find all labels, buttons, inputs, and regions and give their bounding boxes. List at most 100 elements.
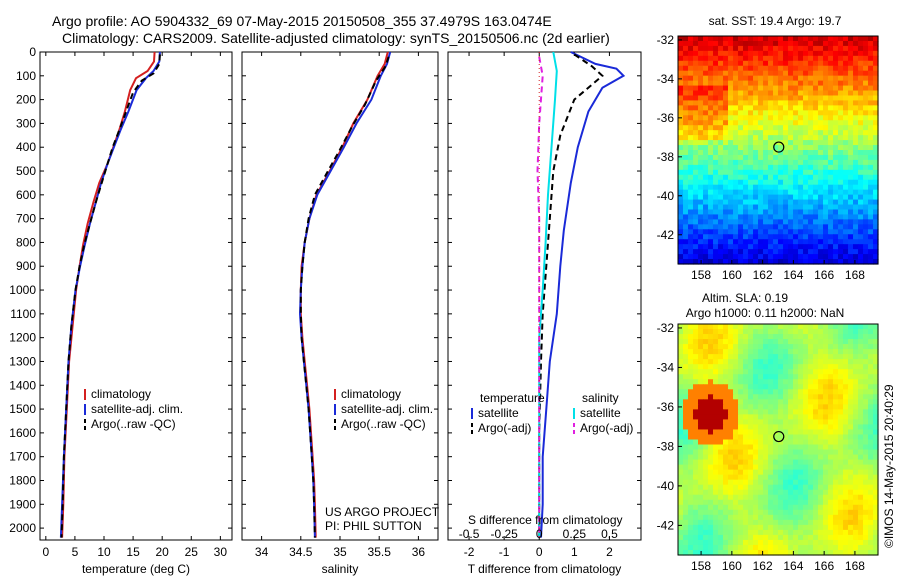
heatmap-cell <box>693 254 699 260</box>
heatmap-cell <box>718 234 724 240</box>
heatmap-cell <box>738 479 744 486</box>
heatmap-cell <box>743 199 749 206</box>
heatmap-cell <box>688 224 694 230</box>
heatmap-cell <box>758 519 764 526</box>
heatmap-cell <box>833 145 839 151</box>
heatmap-cell <box>698 209 704 216</box>
heatmap-cell <box>858 65 864 72</box>
heatmap-cell <box>733 409 739 415</box>
heatmap-cell <box>713 549 719 556</box>
heatmap-cell <box>853 145 859 151</box>
heatmap-cell <box>698 90 704 97</box>
heatmap-cell <box>813 459 819 466</box>
heatmap-cell <box>743 344 749 350</box>
heatmap-cell <box>843 499 849 506</box>
heatmap-cell <box>713 189 719 196</box>
heatmap-cell <box>713 454 719 461</box>
heatmap-cell <box>823 334 829 340</box>
heatmap-cell <box>743 544 749 551</box>
heatmap-cell <box>763 384 769 390</box>
heatmap-cell <box>703 244 709 250</box>
heatmap-cell <box>853 229 859 235</box>
heatmap-cell <box>873 359 879 365</box>
heatmap-cell <box>838 50 844 57</box>
heatmap-cell <box>738 219 744 225</box>
heatmap-cell <box>713 514 719 521</box>
heatmap-cell <box>703 524 709 531</box>
heatmap-cell <box>788 125 794 131</box>
heatmap-cell <box>703 349 709 355</box>
heatmap-cell <box>843 359 849 365</box>
heatmap-cell <box>758 150 764 156</box>
heatmap-cell <box>848 519 854 526</box>
heatmap-cell <box>818 364 824 370</box>
heatmap-cell <box>818 399 824 405</box>
heatmap-cell <box>803 494 809 501</box>
heatmap-cell <box>873 349 879 355</box>
heatmap-cell <box>768 105 774 111</box>
heatmap-cell <box>723 110 729 116</box>
heatmap-cell <box>703 479 709 486</box>
heatmap-cell <box>868 209 874 216</box>
heatmap-cell <box>783 60 789 67</box>
heatmap-cell <box>728 145 734 151</box>
heatmap-cell <box>728 184 734 191</box>
heatmap-cell <box>683 479 689 486</box>
heatmap-cell <box>858 424 864 431</box>
heatmap-cell <box>833 75 839 82</box>
heatmap-cell <box>793 474 799 481</box>
heatmap-cell <box>783 229 789 235</box>
heatmap-cell <box>768 169 774 176</box>
heatmap-cell <box>798 229 804 235</box>
heatmap-cell <box>798 349 804 355</box>
heatmap-cell <box>828 189 834 196</box>
heatmap-cell <box>748 36 754 42</box>
heatmap-cell <box>678 394 684 400</box>
heatmap-cell <box>713 519 719 526</box>
heatmap-cell <box>793 439 799 446</box>
heatmap-cell <box>793 214 799 220</box>
heatmap-cell <box>858 474 864 481</box>
heatmap-cell <box>858 60 864 67</box>
heatmap-cell <box>863 174 869 181</box>
heatmap-cell <box>773 60 779 67</box>
heatmap-cell <box>868 524 874 531</box>
x-tick-label: 164 <box>783 559 803 573</box>
heatmap-cell <box>728 364 734 370</box>
heatmap-cell <box>873 130 879 136</box>
argo-float-marker <box>773 141 785 153</box>
heatmap-cell <box>733 399 739 405</box>
y-tick-label: 700 <box>16 212 36 226</box>
heatmap-cell <box>738 45 744 52</box>
heatmap-cell <box>818 369 824 375</box>
heatmap-cell <box>738 469 744 476</box>
heatmap-cell <box>808 204 814 211</box>
heatmap-cell <box>823 414 829 421</box>
heatmap-cell <box>858 459 864 466</box>
heatmap-cell <box>678 110 684 116</box>
heatmap-cell <box>848 549 854 556</box>
heatmap-cell <box>813 474 819 481</box>
heatmap-cell <box>853 105 859 111</box>
heatmap-cell <box>803 349 809 355</box>
heatmap-cell <box>818 524 824 531</box>
heatmap-cell <box>738 194 744 201</box>
heatmap-cell <box>703 239 709 245</box>
heatmap-cell <box>733 60 739 67</box>
heatmap-cell <box>848 544 854 551</box>
heatmap-cell <box>703 130 709 136</box>
heatmap-cell <box>733 199 739 206</box>
heatmap-cell <box>798 474 804 481</box>
heatmap-cell <box>833 534 839 541</box>
heatmap-cell <box>798 329 804 335</box>
heatmap-cell <box>743 179 749 186</box>
heatmap-cell <box>833 50 839 57</box>
heatmap-cell <box>833 189 839 196</box>
heatmap-cell <box>758 75 764 82</box>
heatmap-cell <box>718 544 724 551</box>
heatmap-cell <box>733 110 739 116</box>
heatmap-cell <box>783 384 789 390</box>
heatmap-cell <box>838 179 844 186</box>
heatmap-cell <box>873 40 879 47</box>
heatmap-cell <box>858 135 864 141</box>
